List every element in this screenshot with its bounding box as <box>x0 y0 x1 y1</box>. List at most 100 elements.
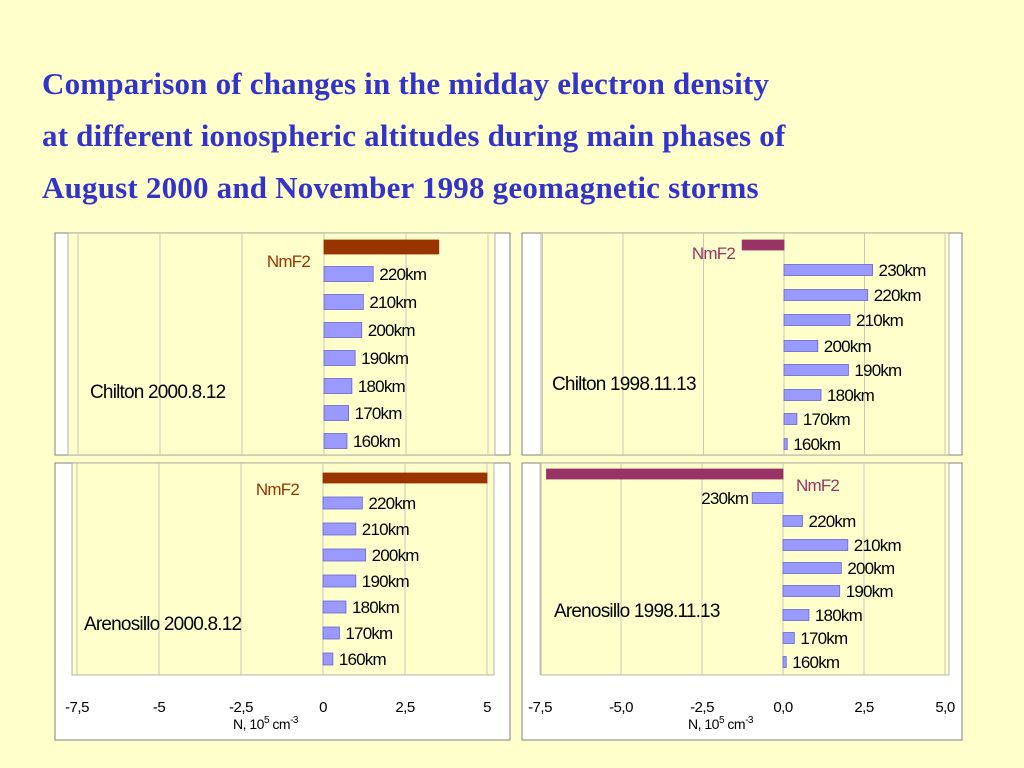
panel-label: Chilton 1998.11.13 <box>552 374 696 395</box>
bar-200km <box>322 548 367 562</box>
bar-170km <box>783 413 798 425</box>
label-190km: 190km <box>361 349 409 368</box>
label-200km: 200km <box>824 337 872 356</box>
bar-170km <box>323 405 350 421</box>
label-190km: 190km <box>854 361 902 380</box>
label-190km: 190km <box>362 572 410 591</box>
bar-nmf2 <box>322 472 488 484</box>
bar-220km <box>323 266 374 282</box>
label-160km: 160km <box>792 653 840 672</box>
chart-panel-2: NmF2 230km 220km 210km 200km 190km 180km 170km 1… <box>521 232 963 456</box>
bar-160km <box>783 438 788 450</box>
bar-190km <box>783 364 849 376</box>
bar-180km <box>782 609 810 621</box>
x-tick-label: -7,5 <box>528 699 552 716</box>
x-tick-label: 5,0 <box>935 699 955 716</box>
bar-160km <box>323 433 348 449</box>
x-tick-label: 2,5 <box>854 699 874 716</box>
label-170km: 170km <box>803 410 851 429</box>
x-tick-label: 5 <box>483 699 491 716</box>
bar-180km <box>783 389 822 401</box>
x-tick-label: 0,0 <box>773 699 793 716</box>
chart-panel-1: NmF2 220km 210km 200km 190km 180km 170km 160km C… <box>54 232 511 456</box>
bar-190km <box>322 574 357 588</box>
panel-label: Arenosillo 2000.8.12 <box>84 614 241 635</box>
x-tick-label: -5,0 <box>609 699 633 716</box>
title-line-3: August 2000 and November 1998 geomagneti… <box>42 170 759 205</box>
label-230km: 230km <box>701 489 749 508</box>
bar-200km <box>782 562 842 574</box>
label-180km: 180km <box>358 377 406 396</box>
label-210km: 210km <box>369 293 417 312</box>
x-axis-label-exp: 5 <box>264 715 270 726</box>
label-220km: 220km <box>808 512 856 531</box>
label-160km: 160km <box>793 435 841 454</box>
bar-180km <box>323 378 353 394</box>
x-tick-label: -7,5 <box>65 699 89 716</box>
bar-220km <box>782 515 803 527</box>
bar-200km <box>783 340 819 352</box>
page-title: Comparison of changes in the midday elec… <box>42 58 1002 214</box>
bar-210km <box>783 314 851 326</box>
panel-label: Arenosillo 1998.11.13 <box>554 601 720 622</box>
bar-190km <box>782 585 841 597</box>
plot-area <box>540 462 950 676</box>
x-tick-label: 0 <box>319 699 327 716</box>
x-axis-label-unit-exp: -3 <box>290 715 299 726</box>
plot-area <box>67 232 496 456</box>
label-220km: 220km <box>379 265 427 284</box>
x-tick-label: -2,5 <box>690 699 714 716</box>
bar-nmf2 <box>546 468 784 480</box>
bar-200km <box>323 322 363 338</box>
label-220km: 220km <box>874 286 922 305</box>
label-170km: 170km <box>345 624 393 643</box>
x-axis-label-unit-exp: -3 <box>745 715 754 726</box>
label-170km: 170km <box>800 629 848 648</box>
label-170km: 170km <box>355 404 403 423</box>
bar-220km <box>322 496 363 510</box>
label-210km: 210km <box>854 536 902 555</box>
label-210km: 210km <box>856 311 904 330</box>
label-210km: 210km <box>362 520 410 539</box>
label-180km: 180km <box>352 598 400 617</box>
bar-180km <box>322 600 347 614</box>
label-160km: 160km <box>353 432 401 451</box>
label-230km: 230km <box>879 261 927 280</box>
bar-230km <box>751 492 784 504</box>
label-nmf2: NmF2 <box>692 244 735 263</box>
label-200km: 200km <box>847 559 895 578</box>
chart-panel-3: NmF2 220km 210km 200km 190km 180km 170km 160km A… <box>54 462 511 741</box>
x-axis-label: N, 105 cm-3 <box>233 715 299 732</box>
bar-160km <box>322 652 334 666</box>
bar-nmf2 <box>323 239 440 255</box>
x-tick-label: -5 <box>153 699 165 716</box>
label-220km: 220km <box>368 494 416 513</box>
bar-190km <box>323 350 356 366</box>
label-200km: 200km <box>368 321 416 340</box>
bar-230km <box>783 264 873 276</box>
label-190km: 190km <box>846 582 894 601</box>
x-axis-label-exp: 5 <box>719 715 725 726</box>
x-tick-label: -2,5 <box>229 699 253 716</box>
bar-210km <box>322 522 357 536</box>
bar-170km <box>782 632 795 644</box>
bar-nmf2 <box>741 239 785 251</box>
x-axis-label-unit: cm <box>724 716 745 732</box>
bar-220km <box>783 289 869 301</box>
label-nmf2: NmF2 <box>267 252 310 271</box>
plot-area <box>71 462 495 676</box>
label-nmf2: NmF2 <box>256 480 299 499</box>
panel-label: Chilton 2000.8.12 <box>90 382 226 403</box>
x-axis-label-main: N, 10 <box>233 716 265 732</box>
plot-area <box>540 232 950 456</box>
x-axis-label-unit: cm <box>269 716 290 732</box>
x-tick-label: 2,5 <box>395 699 415 716</box>
label-180km: 180km <box>815 606 863 625</box>
bar-170km <box>322 626 340 640</box>
label-160km: 160km <box>339 650 387 669</box>
bar-210km <box>323 294 364 310</box>
title-line-2: at different ionospheric altitudes durin… <box>42 118 786 153</box>
x-axis-label-main: N, 10 <box>688 716 720 732</box>
bar-210km <box>782 539 849 551</box>
